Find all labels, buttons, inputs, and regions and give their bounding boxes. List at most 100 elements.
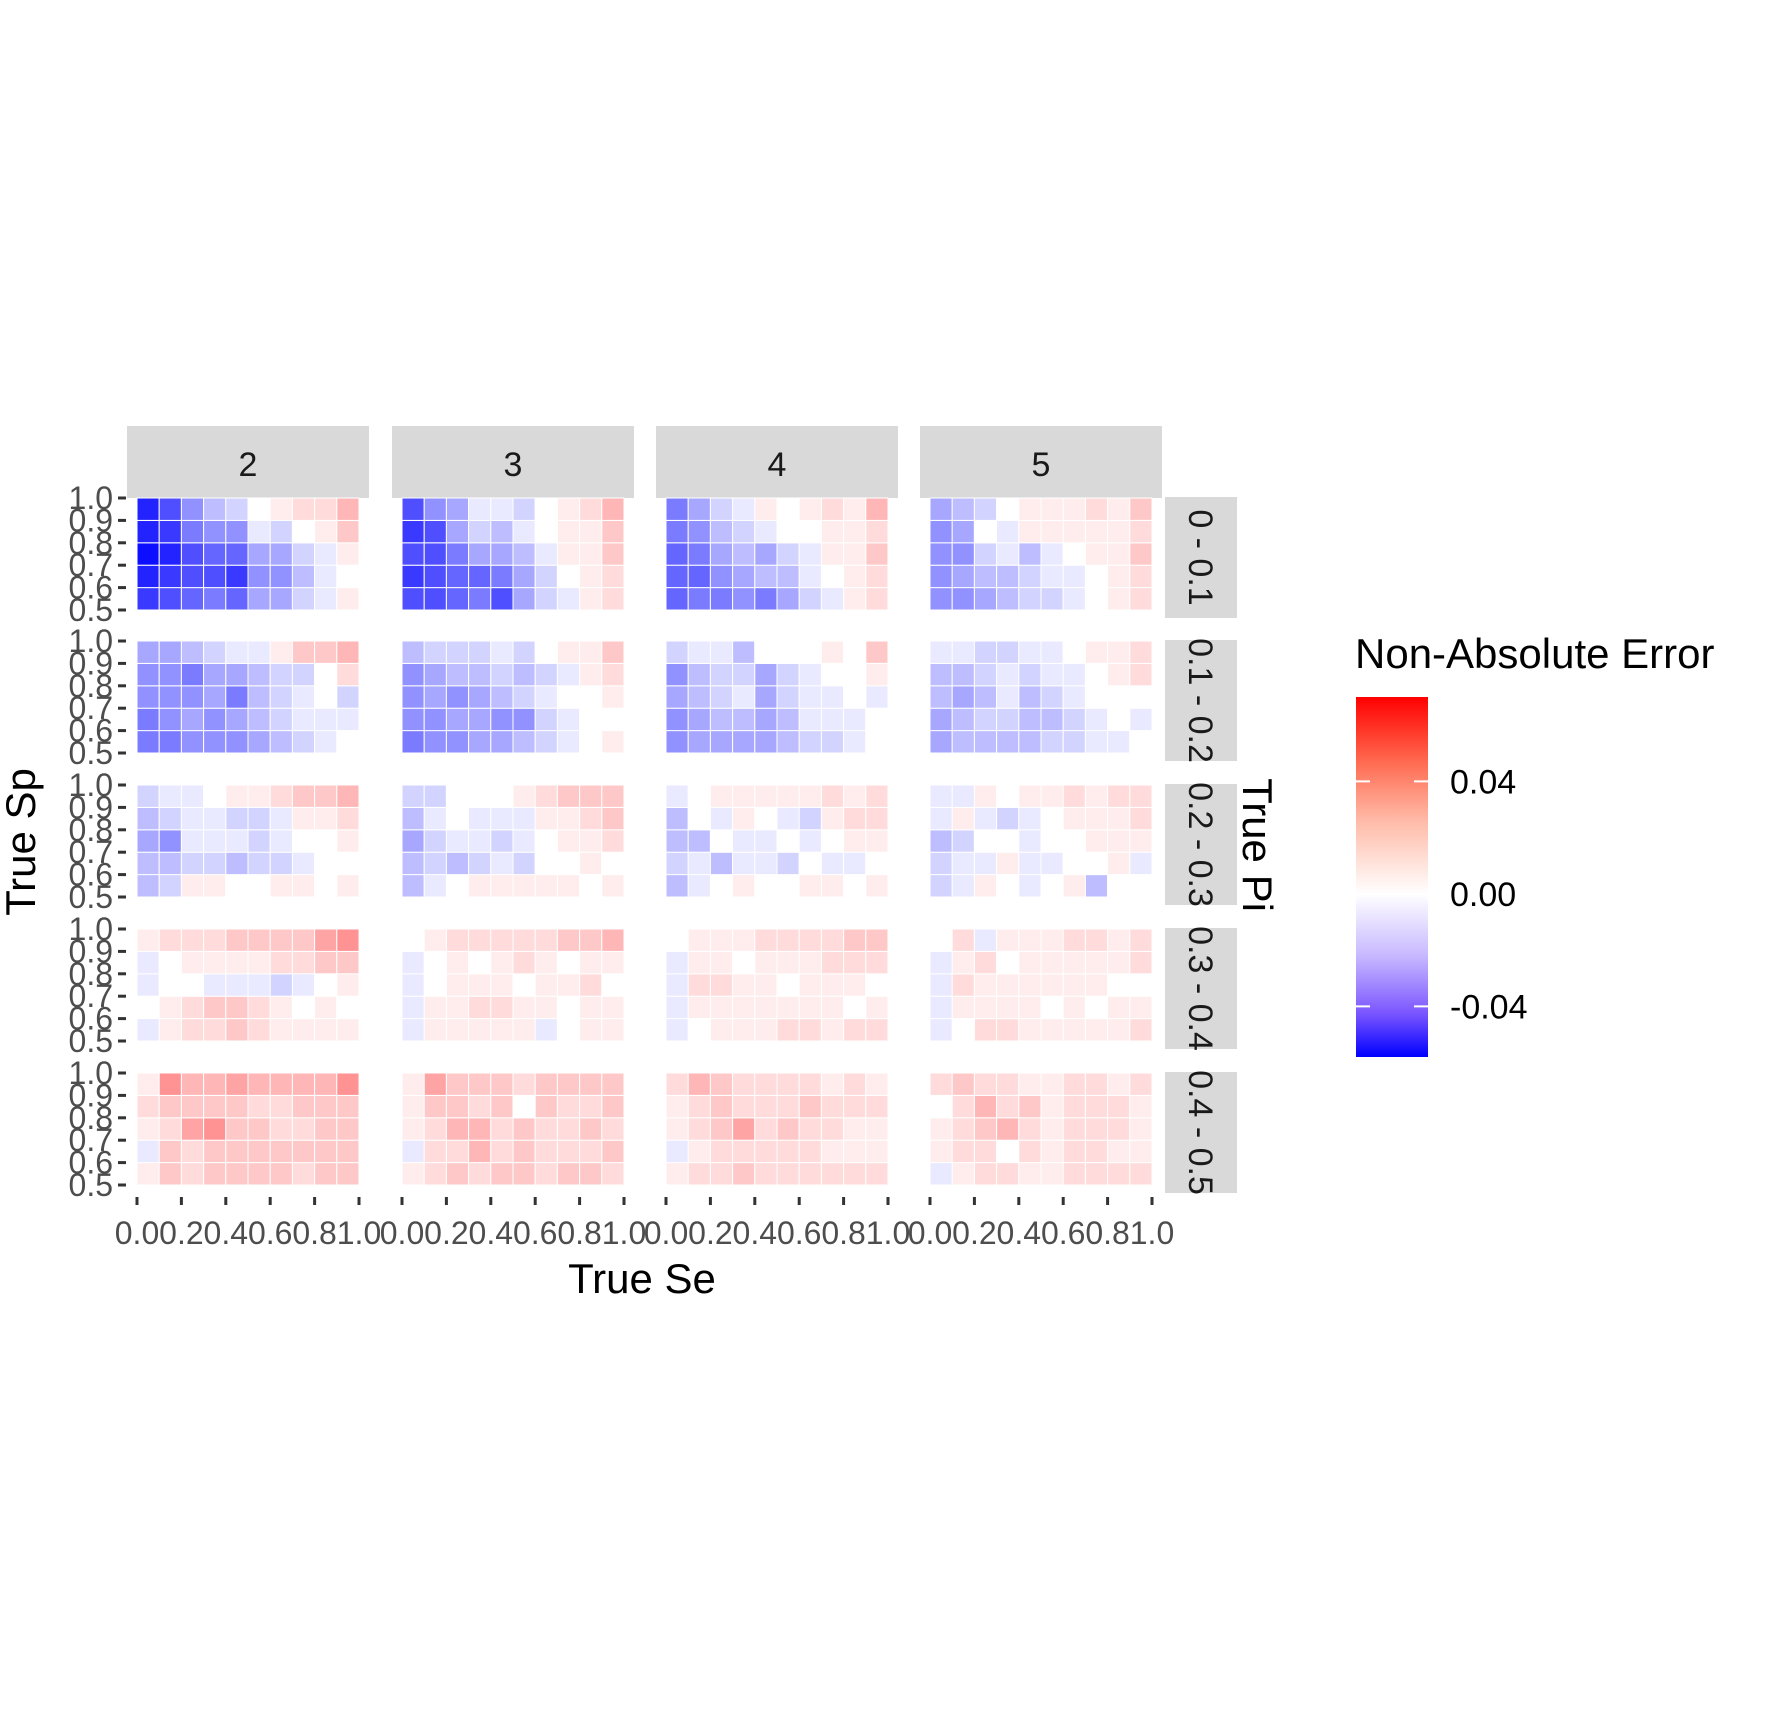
- heatmap-cell: [314, 564, 338, 589]
- heatmap-cell: [534, 640, 558, 664]
- heatmap-cell: [247, 784, 271, 808]
- heatmap-cell: [314, 928, 338, 952]
- heatmap-cell: [820, 829, 845, 853]
- heatmap-cell: [1107, 730, 1131, 754]
- heatmap-cell: [401, 928, 425, 952]
- heatmap-cell: [601, 973, 625, 997]
- heatmap-cell: [225, 1018, 249, 1042]
- heatmap-cell: [579, 587, 603, 611]
- heatmap-cell: [534, 662, 558, 687]
- heatmap-cell: [951, 995, 975, 1020]
- heatmap-cell: [754, 784, 778, 808]
- heatmap-cell: [1040, 950, 1064, 975]
- heatmap-cell: [1062, 1072, 1086, 1096]
- heatmap-cell: [225, 497, 249, 521]
- heatmap-cell: [336, 564, 360, 589]
- heatmap-cell: [1107, 973, 1131, 997]
- heatmap-cell: [687, 1072, 711, 1096]
- heatmap-cell: [336, 973, 360, 997]
- heatmap-cell: [158, 1139, 182, 1164]
- heatmap-cell: [1040, 685, 1064, 709]
- heatmap-cell: [1129, 1094, 1153, 1119]
- heatmap-cell: [996, 685, 1020, 709]
- heatmap-cell: [247, 685, 271, 709]
- y-tick-label: 1.0: [69, 623, 113, 659]
- heatmap-cell: [423, 685, 447, 709]
- y-axis-title: True Sp: [0, 768, 44, 916]
- heatmap-cell: [490, 707, 514, 732]
- heatmap-cell: [180, 995, 205, 1020]
- facet-panel: [136, 928, 360, 1042]
- heatmap-cell: [820, 1162, 845, 1186]
- heatmap-cell: [468, 497, 492, 521]
- heatmap-cell: [929, 587, 953, 611]
- heatmap-cell: [468, 829, 492, 853]
- heatmap-cell: [1018, 1162, 1042, 1186]
- y-tick-label: 0.8: [69, 525, 113, 561]
- heatmap-cell: [291, 1117, 316, 1141]
- heatmap-cell: [929, 874, 953, 898]
- heatmap-cell: [1018, 730, 1042, 754]
- heatmap-cell: [579, 950, 603, 975]
- heatmap-cell: [843, 928, 867, 952]
- heatmap-cell: [401, 1117, 425, 1141]
- y-tick-label: 0.7: [69, 1122, 113, 1158]
- heatmap-cell: [1062, 784, 1086, 808]
- heatmap-cell: [798, 829, 822, 853]
- heatmap-cell: [490, 928, 514, 952]
- heatmap-cell: [423, 730, 447, 754]
- heatmap-cell: [136, 1094, 160, 1119]
- heatmap-cell: [423, 662, 447, 687]
- facet-panel: [665, 784, 889, 898]
- heatmap-cell: [556, 685, 581, 709]
- heatmap-cell: [225, 1117, 249, 1141]
- heatmap-cell: [776, 784, 800, 808]
- heatmap-cell: [865, 1162, 889, 1186]
- heatmap-cell: [798, 1117, 822, 1141]
- heatmap-cell: [776, 950, 800, 975]
- heatmap-cell: [687, 1018, 711, 1042]
- heatmap-cell: [798, 564, 822, 589]
- heatmap-cell: [512, 995, 536, 1020]
- heatmap-cell: [601, 730, 625, 754]
- heatmap-cell: [1062, 1162, 1086, 1186]
- heatmap-cell: [203, 784, 227, 808]
- heatmap-cell: [1062, 685, 1086, 709]
- heatmap-cell: [423, 542, 447, 566]
- heatmap-cell: [445, 1072, 470, 1096]
- heatmap-cell: [820, 851, 845, 876]
- heatmap-cell: [468, 519, 492, 544]
- heatmap-cell: [556, 662, 581, 687]
- heatmap-cell: [180, 640, 205, 664]
- heatmap-cell: [291, 995, 316, 1020]
- heatmap-cell: [798, 851, 822, 876]
- heatmap-cell: [687, 874, 711, 898]
- heatmap-cell: [929, 995, 953, 1020]
- heatmap-cell: [203, 1117, 227, 1141]
- heatmap-cell: [665, 640, 689, 664]
- heatmap-cell: [401, 806, 425, 831]
- heatmap-cell: [865, 587, 889, 611]
- heatmap-cell: [687, 829, 711, 853]
- heatmap-cell: [1040, 564, 1064, 589]
- heatmap-cell: [180, 1018, 205, 1042]
- heatmap-cell: [798, 587, 822, 611]
- heatmap-cell: [601, 829, 625, 853]
- x-tick-label: 0.8: [1085, 1215, 1129, 1251]
- heatmap-cell: [136, 730, 160, 754]
- heatmap-cell: [468, 1117, 492, 1141]
- heatmap-cell: [579, 564, 603, 589]
- heatmap-cell: [336, 730, 360, 754]
- heatmap-cell: [665, 707, 689, 732]
- heatmap-cell: [843, 1139, 867, 1164]
- heatmap-cell: [314, 587, 338, 611]
- heatmap-cell: [732, 1117, 756, 1141]
- heatmap-cell: [136, 1117, 160, 1141]
- heatmap-cell: [180, 1139, 205, 1164]
- heatmap-cell: [1084, 950, 1109, 975]
- heatmap-cell: [996, 973, 1020, 997]
- heatmap-cell: [1084, 587, 1109, 611]
- heatmap-cell: [225, 1094, 249, 1119]
- heatmap-cell: [423, 829, 447, 853]
- heatmap-cell: [709, 640, 734, 664]
